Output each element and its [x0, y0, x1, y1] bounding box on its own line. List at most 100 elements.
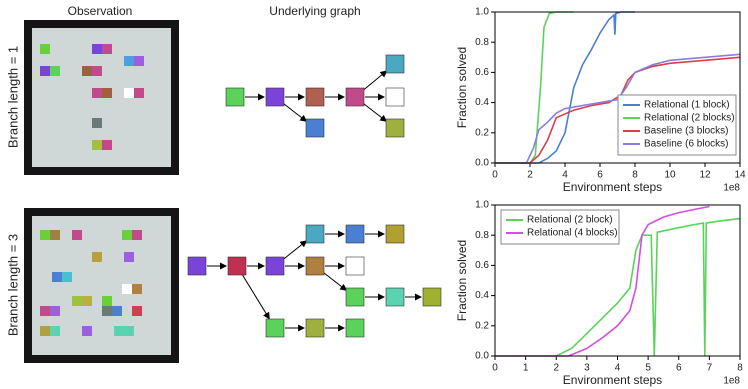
tile [134, 56, 144, 66]
x-tick-label: 3 [584, 363, 590, 374]
tile [72, 296, 82, 306]
tile [102, 140, 112, 150]
tile [40, 306, 50, 316]
node [225, 87, 245, 107]
legend-label: Baseline (6 blocks) [644, 139, 728, 150]
tile [72, 230, 82, 240]
x-scale-note: 1e8 [723, 183, 740, 194]
x-tick-label: 4 [562, 170, 568, 181]
series-line [495, 56, 741, 164]
tile [124, 56, 134, 66]
legend-label: Relational (2 block) [527, 215, 613, 226]
row-label: Branch length = 3 [5, 234, 20, 336]
legend-label: Relational (1 block) [644, 100, 730, 111]
x-tick-label: 2 [527, 170, 533, 181]
plot-frame [494, 11, 741, 164]
tile [102, 296, 112, 306]
x-axis-label: Environment steps [563, 180, 662, 194]
node [265, 256, 285, 276]
tile [40, 66, 50, 76]
node [305, 256, 325, 276]
tile [122, 230, 132, 240]
tile [132, 284, 142, 294]
node [385, 87, 405, 107]
tile [92, 118, 102, 128]
x-tick-label: 7 [707, 363, 713, 374]
y-tick-label: 1.0 [475, 7, 489, 18]
tile [92, 252, 102, 262]
y-axis-label: Fraction solved [455, 47, 469, 128]
legend-box [500, 209, 620, 245]
legend-label: Relational (4 blocks) [527, 228, 618, 239]
tile [102, 44, 112, 54]
node [345, 318, 365, 338]
node [265, 87, 285, 107]
y-tick-label: 0.8 [475, 37, 489, 48]
node [345, 224, 365, 244]
tile [134, 88, 144, 98]
y-tick-label: 0.6 [475, 67, 489, 78]
x-tick-label: 8 [737, 363, 743, 374]
node [422, 287, 442, 307]
tile [124, 88, 134, 98]
tile [50, 66, 60, 76]
x-scale-note: 1e8 [723, 376, 740, 387]
tile [40, 230, 50, 240]
node [265, 318, 285, 338]
tile [82, 296, 92, 306]
x-tick-label: 12 [699, 170, 711, 181]
node [385, 287, 405, 307]
tile [132, 306, 142, 316]
x-axis-label: Environment steps [563, 373, 662, 387]
plot-frame [494, 204, 741, 357]
edge [362, 102, 388, 122]
y-tick-label: 0.4 [475, 290, 489, 301]
y-tick-label: 0.2 [475, 127, 489, 138]
node [305, 224, 325, 244]
node [305, 118, 325, 138]
y-tick-label: 1.0 [475, 200, 489, 211]
tile [40, 326, 50, 336]
heading: Underlying graph [269, 4, 360, 18]
tile [132, 230, 142, 240]
edge [322, 271, 348, 291]
x-tick-label: 2 [553, 363, 559, 374]
node [305, 318, 325, 338]
tile [124, 252, 134, 262]
legend-label: Baseline (3 blocks) [644, 126, 728, 137]
y-tick-label: 0.2 [475, 320, 489, 331]
tile [92, 140, 102, 150]
node [385, 118, 405, 138]
x-tick-label: 1 [523, 363, 529, 374]
y-tick-label: 0.8 [475, 230, 489, 241]
tile [102, 88, 112, 98]
x-tick-label: 6 [597, 170, 603, 181]
edge [282, 240, 308, 261]
edge [362, 70, 388, 92]
node [345, 256, 365, 276]
node [227, 256, 247, 276]
tile [82, 66, 92, 76]
series-line [495, 11, 635, 164]
tile [50, 326, 60, 336]
node [187, 256, 207, 276]
tile [92, 88, 102, 98]
tile [40, 44, 50, 54]
tile [52, 272, 62, 282]
tile [92, 66, 102, 76]
row-label: Branch length = 1 [5, 46, 20, 148]
tile [112, 306, 122, 316]
tile [50, 306, 60, 316]
node [385, 224, 405, 244]
edge [282, 102, 308, 122]
x-tick-label: 10 [664, 170, 676, 181]
tile [124, 326, 134, 336]
tile [62, 272, 72, 282]
y-tick-label: 0.6 [475, 260, 489, 271]
x-tick-label: 8 [632, 170, 638, 181]
legend-label: Relational (2 blocks) [644, 113, 735, 124]
y-tick-label: 0.0 [475, 158, 489, 169]
heading: Observation [68, 4, 133, 18]
tile [122, 284, 132, 294]
